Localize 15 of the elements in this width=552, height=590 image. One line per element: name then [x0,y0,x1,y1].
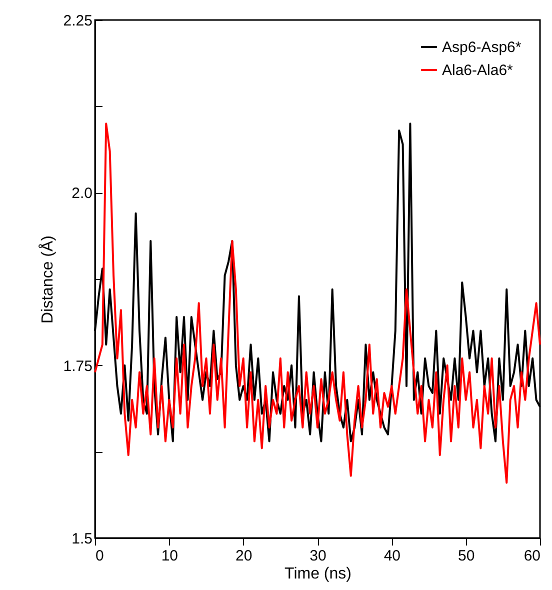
x-tick-label: 30 [310,548,326,564]
x-tick-label: 40 [384,548,401,564]
x-tick-label: 10 [161,548,178,564]
x-tick-label: 0 [96,548,104,564]
legend-label: Ala6-Ala6* [442,62,514,79]
y-tick-label: 2.25 [63,12,92,30]
legend-label: Asp6-Asp6* [442,39,522,56]
text: 2.0 [72,185,92,202]
y-tick-label: 1.75 [63,358,92,375]
y-tick-label: 1.5 [72,530,92,548]
x-axis-title: Time (ns) [284,566,352,582]
x-tick-label: 50 [458,548,475,564]
x-tick-label: 20 [235,548,252,564]
x-tick-label: 60 [524,548,540,564]
y-axis-title: Distance (Å) [38,235,56,324]
